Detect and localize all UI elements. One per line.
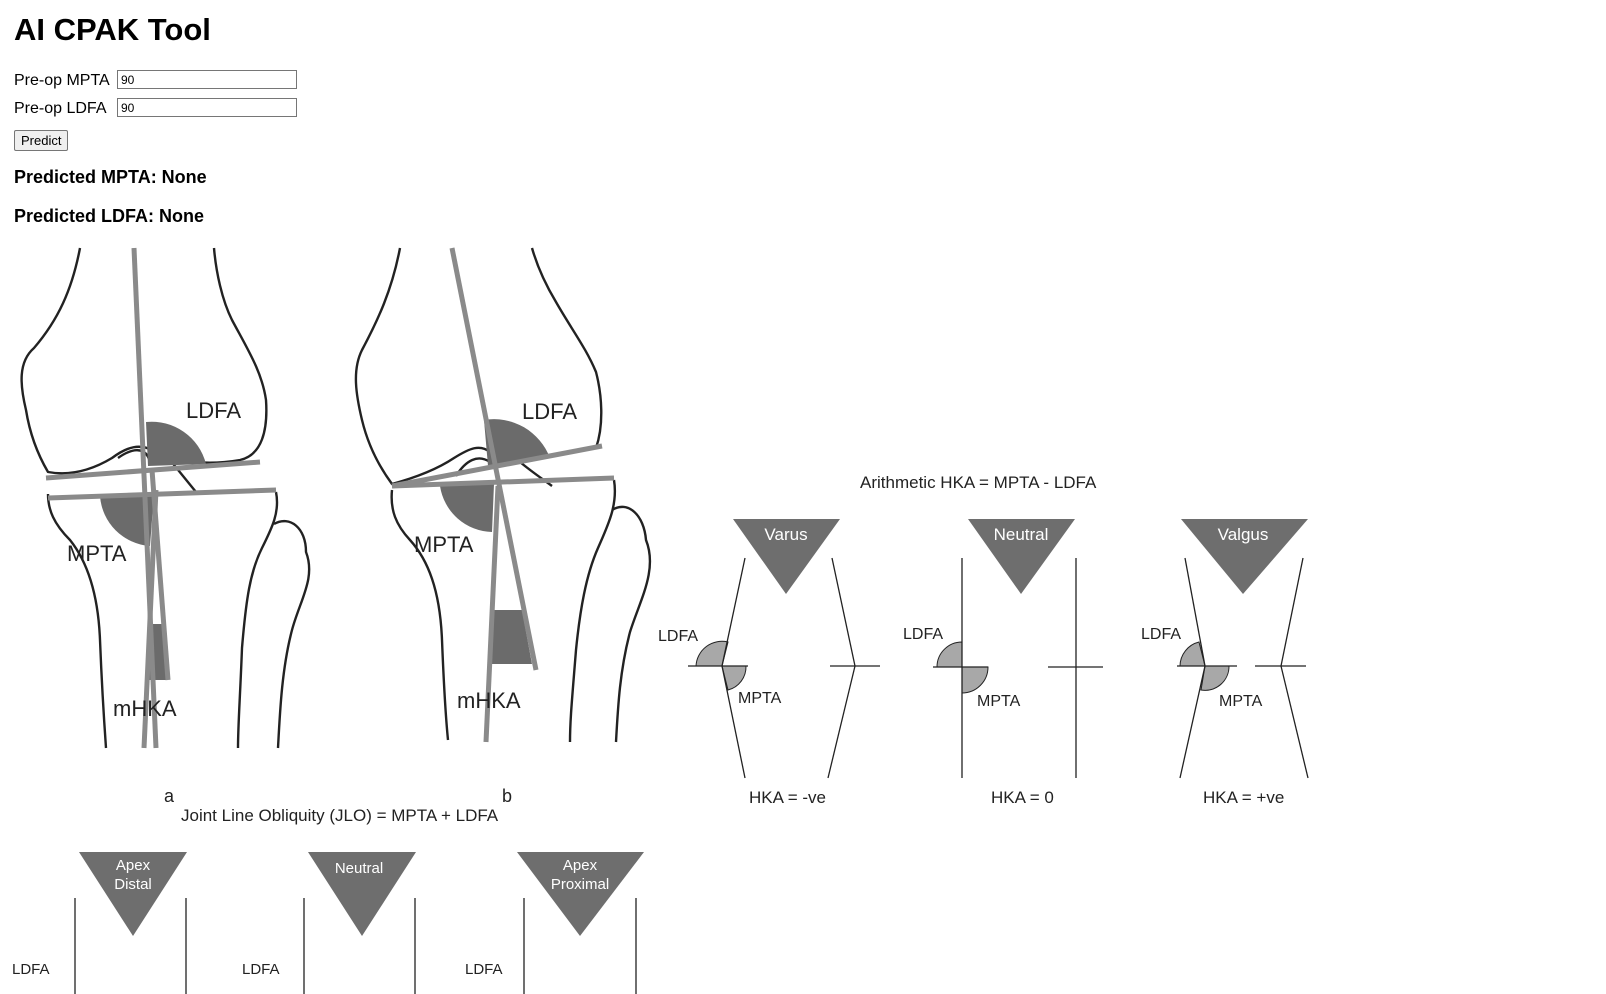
jlo-neutral-ldfa-label: LDFA	[242, 961, 280, 978]
ldfa-row: Pre-op LDFA	[14, 98, 297, 118]
jlo-neutral-triangle	[308, 852, 416, 936]
neutral-ldfa-label: LDFA	[903, 626, 943, 643]
valgus-mpta-label: MPTA	[1219, 693, 1263, 710]
knee-b-tibia-outline	[390, 479, 617, 743]
valgus-hka-formula: HKA = +ve	[1203, 788, 1284, 807]
varus-ldfa-label: LDFA	[658, 628, 698, 645]
knee-a-axis-lines	[45, 247, 277, 749]
jlo-panel-apex-distal: Apex Distal LDFA	[12, 852, 187, 994]
apex-proximal-label-line1: Apex	[563, 857, 598, 874]
cpak-diagram: LDFA MPTA mHKA a LDFA MPTA mHKA b Arithm…	[12, 247, 1309, 994]
knee-b-ldfa-angle	[484, 419, 550, 466]
knee-b-axis-lines	[391, 247, 615, 743]
mpta-label: Pre-op MPTA	[14, 72, 110, 89]
valgus-ldfa-label: LDFA	[1141, 626, 1181, 643]
apex-distal-ldfa-label: LDFA	[12, 961, 50, 978]
knee-b-caption: b	[502, 786, 512, 806]
knee-b-mpta-label: MPTA	[414, 532, 474, 557]
knee-b-mpta-angle	[440, 484, 494, 532]
hka-panel-valgus: Valgus LDFA MPTA HKA = +ve	[1141, 519, 1309, 807]
knee-a-tibia-outline	[46, 491, 279, 749]
knee-b-ldfa-label: LDFA	[522, 399, 577, 424]
neutral-mpta-angle	[961, 666, 989, 694]
apex-distal-triangle	[79, 852, 187, 936]
apex-proximal-label-line2: Proximal	[551, 876, 609, 893]
mpta-row: Pre-op MPTA	[14, 70, 297, 90]
knee-b-fibula-outline	[611, 505, 652, 743]
jlo-panel-neutral: Neutral LDFA	[242, 852, 416, 994]
knee-a-femur-outline	[20, 247, 268, 475]
predicted-ldfa-text: Predicted LDFA: None	[14, 206, 205, 226]
apex-proximal-ldfa-label: LDFA	[465, 961, 503, 978]
page-title: AI CPAK Tool	[14, 12, 211, 47]
varus-hka-formula: HKA = -ve	[749, 788, 826, 807]
knee-a-caption: a	[164, 786, 175, 806]
hka-panel-neutral: Neutral LDFA MPTA HKA = 0	[903, 519, 1103, 807]
knee-a-ldfa-angle	[146, 421, 206, 466]
knee-a-mpta-angle	[100, 494, 154, 546]
ldfa-label: Pre-op LDFA	[14, 100, 107, 117]
knee-a-mhka-label: mHKA	[113, 696, 177, 721]
jlo-title: Joint Line Obliquity (JLO) = MPTA + LDFA	[181, 806, 499, 825]
knee-a-ldfa-label: LDFA	[186, 398, 241, 423]
ldfa-input[interactable]	[117, 98, 297, 117]
neutral-mpta-label: MPTA	[977, 693, 1021, 710]
knee-a-mpta-label: MPTA	[67, 541, 127, 566]
neutral-ldfa-angle	[936, 641, 963, 668]
varus-triangle-label: Varus	[764, 525, 807, 544]
knee-b-mhka-wedge	[490, 610, 532, 664]
valgus-mpta-angle	[1200, 665, 1230, 691]
apex-distal-label-line1: Apex	[116, 857, 151, 874]
knee-b-mhka-label: mHKA	[457, 688, 521, 713]
knee-a-fibula-outline	[273, 520, 311, 749]
apex-proximal-triangle	[517, 852, 644, 936]
predict-button[interactable]: Predict	[14, 130, 69, 151]
valgus-triangle	[1181, 519, 1308, 594]
hka-panel-varus: Varus LDFA MPTA HKA = -ve	[658, 519, 880, 807]
mpta-input[interactable]	[117, 70, 297, 89]
hka-title: Arithmetic HKA = MPTA - LDFA	[860, 473, 1097, 492]
varus-mpta-label: MPTA	[738, 690, 782, 707]
knee-b-femur-outline	[354, 247, 603, 486]
predicted-mpta-text: Predicted MPTA: None	[14, 167, 207, 187]
neutral-triangle-label: Neutral	[994, 525, 1049, 544]
neutral-hka-formula: HKA = 0	[991, 788, 1054, 807]
jlo-panel-apex-proximal: Apex Proximal LDFA	[465, 852, 644, 994]
varus-ldfa-angle	[695, 640, 729, 667]
jlo-neutral-label: Neutral	[335, 860, 383, 877]
apex-distal-label-line2: Distal	[114, 876, 152, 893]
varus-triangle	[733, 519, 840, 594]
neutral-triangle	[968, 519, 1075, 594]
valgus-triangle-label: Valgus	[1218, 525, 1269, 544]
